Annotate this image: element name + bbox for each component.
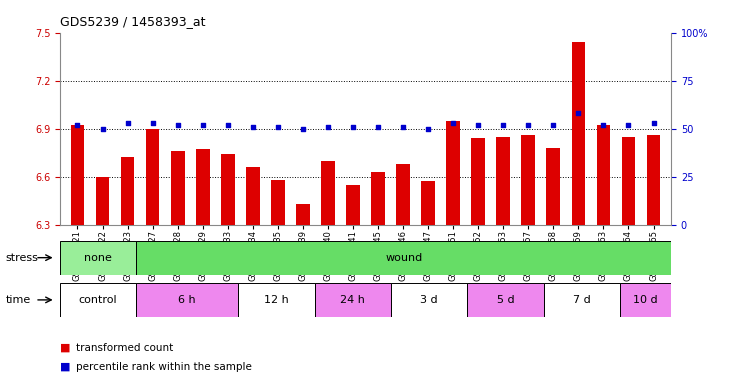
Point <box>297 126 308 132</box>
Point <box>272 124 284 130</box>
Bar <box>547 148 560 225</box>
Text: ■: ■ <box>60 343 70 353</box>
Text: percentile rank within the sample: percentile rank within the sample <box>76 362 252 372</box>
Text: ■: ■ <box>60 362 70 372</box>
Bar <box>71 126 84 225</box>
Bar <box>60 283 136 317</box>
Point <box>322 124 334 130</box>
Bar <box>296 204 310 225</box>
Text: 24 h: 24 h <box>341 295 366 305</box>
Bar <box>238 283 314 317</box>
Bar <box>96 177 110 225</box>
Bar <box>346 185 360 225</box>
Bar <box>620 283 671 317</box>
Text: GDS5239 / 1458393_at: GDS5239 / 1458393_at <box>60 15 205 28</box>
Bar <box>121 157 135 225</box>
Text: time: time <box>6 295 31 305</box>
Bar <box>321 161 335 225</box>
Text: stress: stress <box>6 253 39 263</box>
Bar <box>136 241 671 275</box>
Bar <box>647 135 660 225</box>
Bar <box>496 137 510 225</box>
Bar <box>391 283 467 317</box>
Bar <box>246 167 260 225</box>
Point <box>497 122 509 128</box>
Point <box>72 122 83 128</box>
Point <box>447 120 459 126</box>
Text: 5 d: 5 d <box>497 295 515 305</box>
Bar <box>314 283 391 317</box>
Text: 7 d: 7 d <box>573 295 591 305</box>
Point <box>222 122 234 128</box>
Bar <box>145 129 159 225</box>
Point <box>147 120 159 126</box>
Bar <box>621 137 635 225</box>
Bar <box>446 121 460 225</box>
Point <box>197 122 208 128</box>
Point <box>523 122 534 128</box>
Text: 10 d: 10 d <box>633 295 658 305</box>
Bar <box>171 151 184 225</box>
Bar <box>136 283 238 317</box>
Bar <box>271 180 285 225</box>
Point <box>247 124 259 130</box>
Point <box>472 122 484 128</box>
Bar <box>467 283 544 317</box>
Text: transformed count: transformed count <box>76 343 173 353</box>
Bar <box>221 154 235 225</box>
Bar <box>60 241 136 275</box>
Point <box>548 122 559 128</box>
Bar <box>544 283 620 317</box>
Bar <box>196 149 210 225</box>
Point <box>347 124 359 130</box>
Text: 3 d: 3 d <box>420 295 438 305</box>
Point <box>96 126 108 132</box>
Bar <box>521 135 535 225</box>
Bar <box>421 181 435 225</box>
Text: 6 h: 6 h <box>178 295 196 305</box>
Point <box>597 122 609 128</box>
Bar <box>471 138 485 225</box>
Point <box>397 124 409 130</box>
Bar <box>596 126 610 225</box>
Point <box>648 120 659 126</box>
Point <box>572 110 584 116</box>
Bar <box>371 172 385 225</box>
Point <box>172 122 183 128</box>
Point <box>372 124 384 130</box>
Point <box>623 122 635 128</box>
Bar <box>572 42 586 225</box>
Text: 12 h: 12 h <box>264 295 289 305</box>
Point <box>423 126 434 132</box>
Text: none: none <box>84 253 112 263</box>
Bar <box>396 164 410 225</box>
Point <box>122 120 134 126</box>
Text: wound: wound <box>385 253 423 263</box>
Text: control: control <box>79 295 118 305</box>
